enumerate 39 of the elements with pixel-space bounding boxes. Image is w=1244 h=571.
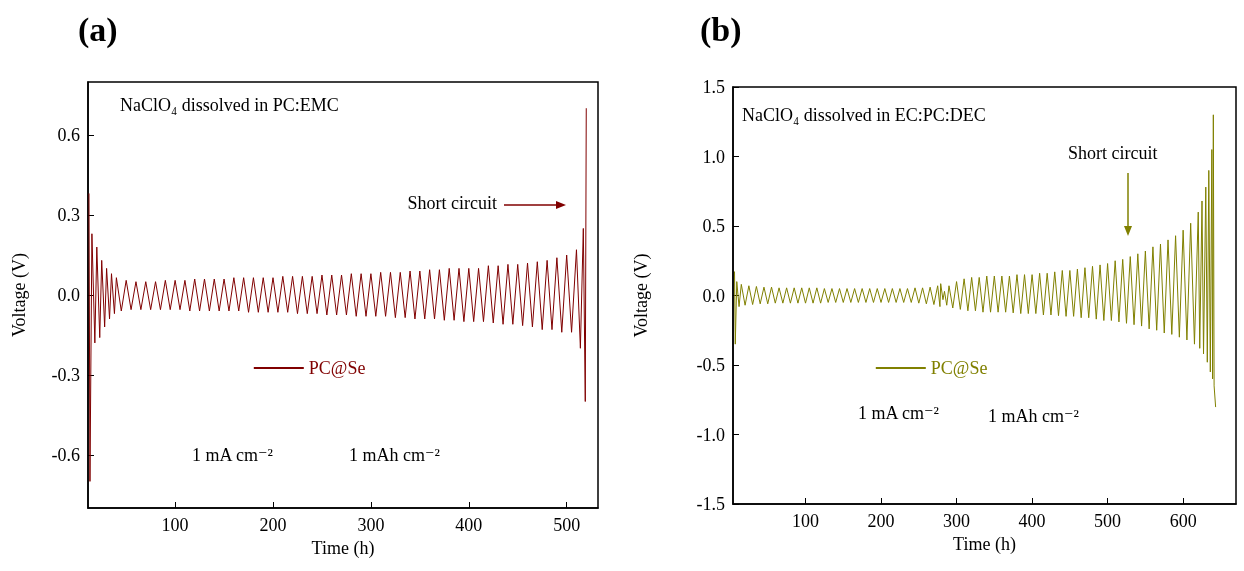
y-tick-label: 0.5 xyxy=(702,216,725,236)
y-tick-label: 0.0 xyxy=(702,285,725,306)
legend-label: PC@Se xyxy=(930,358,988,379)
x-axis-title: Time (h) xyxy=(311,537,375,559)
annotation: NaClO₄ dissolved in EC:PC:DEC xyxy=(742,105,986,125)
x-tick-label: 300 xyxy=(943,511,971,531)
y-tick-label: 1.5 xyxy=(702,77,725,97)
y-axis-title: Voltage (V) xyxy=(9,252,30,338)
x-tick-label: 600 xyxy=(1169,511,1197,531)
x-axis-title: Time (h) xyxy=(953,533,1016,555)
x-tick-label: 500 xyxy=(553,515,581,535)
x-tick-label: 100 xyxy=(792,511,819,531)
y-tick-label: -0.3 xyxy=(51,364,80,385)
y-tick-label: 0.6 xyxy=(57,125,80,146)
annotation: 1 mAh cm⁻² xyxy=(988,406,1079,426)
annotation: 1 mA cm⁻² xyxy=(192,445,273,465)
annotation: 1 mAh cm⁻² xyxy=(349,445,440,465)
y-tick-label: 0.3 xyxy=(57,205,80,226)
chart-title: (a) xyxy=(78,10,118,49)
annotation: Short circuit xyxy=(1068,143,1158,163)
y-tick-label: -0.6 xyxy=(51,444,80,465)
y-tick-label: 1.0 xyxy=(702,146,725,167)
y-tick-label: 0.0 xyxy=(57,285,80,305)
x-tick-label: 400 xyxy=(455,515,483,535)
y-tick-label: -0.5 xyxy=(696,355,725,375)
y-tick-label: -1.0 xyxy=(696,424,725,445)
annotation: NaClO₄ dissolved in PC:EMC xyxy=(120,95,339,115)
legend-label: PC@Se xyxy=(308,358,366,379)
y-axis-title: Voltage (V) xyxy=(631,253,652,338)
x-tick-label: 300 xyxy=(357,515,385,535)
x-tick-label: 200 xyxy=(867,511,895,531)
annotation: Short circuit xyxy=(407,193,497,213)
annotation: 1 mA cm⁻² xyxy=(858,403,939,423)
chart-title: (b) xyxy=(700,10,742,49)
x-tick-label: 200 xyxy=(259,515,287,535)
x-tick-label: 100 xyxy=(161,515,189,535)
x-tick-label: 500 xyxy=(1094,511,1122,531)
x-tick-label: 400 xyxy=(1018,511,1046,531)
y-tick-label: -1.5 xyxy=(696,494,725,514)
